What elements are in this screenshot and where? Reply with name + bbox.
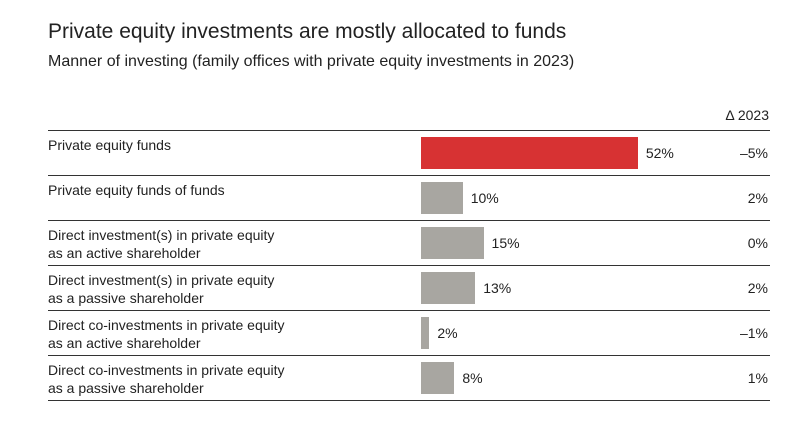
- bar: [421, 227, 484, 259]
- bar-chart-table: Private equity funds 52% –5% Private equity…: [48, 130, 770, 401]
- category-label-line: Private equity funds: [48, 137, 171, 153]
- category-label: Direct co-investments in private equity a…: [48, 316, 378, 352]
- delta-value: 0%: [747, 235, 768, 251]
- delta-value: 2%: [747, 190, 768, 206]
- category-label: Direct co-investments in private equity a…: [48, 361, 378, 397]
- category-label-line: Direct co-investments in private equity: [48, 317, 285, 333]
- bar: [421, 272, 476, 304]
- category-label-line: Direct co-investments in private equity: [48, 362, 285, 378]
- bar: [421, 137, 638, 169]
- bar-value-label: 2%: [437, 325, 458, 341]
- bar-value-label: 13%: [483, 280, 512, 296]
- delta-value: 2%: [747, 280, 768, 296]
- bar-value-label: 52%: [645, 145, 674, 161]
- category-label: Direct investment(s) in private equity as…: [48, 271, 378, 307]
- bar: [421, 362, 455, 394]
- category-label-line: as an active shareholder: [48, 335, 201, 351]
- bar: [421, 317, 430, 349]
- chart-subtitle: Manner of investing (family offices with…: [48, 53, 575, 70]
- bar-value-label: 8%: [462, 370, 483, 386]
- chart-row: Direct co-investments in private equity a…: [48, 311, 770, 356]
- chart-row: Private equity funds 52% –5%: [48, 131, 770, 176]
- chart-row: Direct co-investments in private equity a…: [48, 356, 770, 401]
- category-label-line: Private equity funds of funds: [48, 182, 225, 198]
- category-label-line: Direct investment(s) in private equity: [48, 272, 275, 288]
- bar-value-label: 10%: [470, 190, 499, 206]
- chart-row: Direct investment(s) in private equity as…: [48, 266, 770, 311]
- category-label-line: as a passive shareholder: [48, 290, 204, 306]
- chart-row: Private equity funds of funds 10% 2%: [48, 176, 770, 221]
- chart-title: Private equity investments are mostly al…: [48, 20, 567, 43]
- delta-column-header: Δ 2023: [725, 107, 769, 123]
- category-label-line: as an active shareholder: [48, 245, 201, 261]
- bar-value-label: 15%: [491, 235, 520, 251]
- bar: [421, 182, 463, 214]
- category-label-line: Direct investment(s) in private equity: [48, 227, 275, 243]
- delta-value: –1%: [739, 325, 768, 341]
- category-label-line: as a passive shareholder: [48, 380, 204, 396]
- category-label: Direct investment(s) in private equity as…: [48, 226, 378, 262]
- chart-row: Direct investment(s) in private equity as…: [48, 221, 770, 266]
- delta-value: 1%: [747, 370, 768, 386]
- delta-value: –5%: [739, 145, 768, 161]
- category-label: Private equity funds: [48, 136, 378, 154]
- category-label: Private equity funds of funds: [48, 181, 378, 199]
